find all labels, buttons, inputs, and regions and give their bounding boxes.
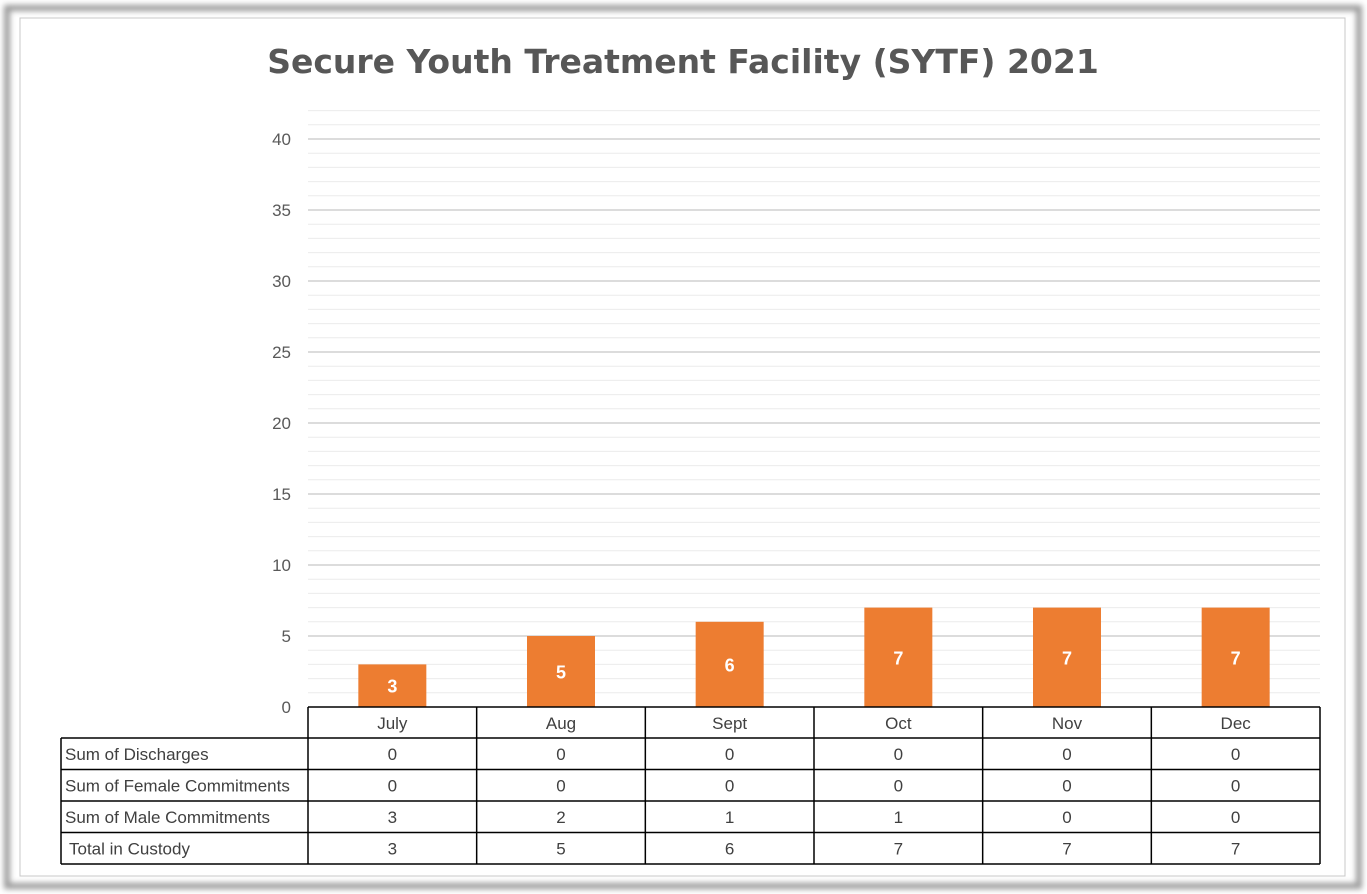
table-cell: 6 xyxy=(725,839,734,858)
bars: 3 5 6 7 7 7 xyxy=(358,607,1270,707)
table-cell: 2 xyxy=(556,808,565,827)
table-cell: 0 xyxy=(894,776,903,795)
y-tick-label: 20 xyxy=(272,414,291,433)
table-cell: 0 xyxy=(1231,808,1240,827)
table-cell: 0 xyxy=(725,776,734,795)
table-cell: 0 xyxy=(556,776,565,795)
bar-dec xyxy=(1201,607,1270,707)
y-tick-label: 25 xyxy=(272,343,291,362)
frame-shadow xyxy=(4,5,1362,889)
y-tick-label: 15 xyxy=(272,485,291,504)
table-cell: 7 xyxy=(1062,839,1071,858)
bar-sept xyxy=(695,621,764,707)
bar-aug xyxy=(527,636,595,707)
y-tick-label: 35 xyxy=(272,201,291,220)
table-cell: 3 xyxy=(388,808,397,827)
table-cell: 0 xyxy=(1062,745,1071,764)
category-label: Dec xyxy=(1221,714,1252,733)
y-tick-label: 0 xyxy=(282,698,291,717)
table-cell: 3 xyxy=(388,839,397,858)
bar-data-label: 5 xyxy=(556,663,566,683)
bar-data-label: 7 xyxy=(1062,648,1072,668)
table-cell: 0 xyxy=(1062,776,1071,795)
gridlines xyxy=(308,110,1320,694)
table-cell: 0 xyxy=(1231,776,1240,795)
table-cell: 0 xyxy=(388,745,397,764)
table-cell: 0 xyxy=(894,745,903,764)
data-table: July Aug Sept Oct Nov Dec Sum of Discharges 0 0 0… xyxy=(60,706,1321,865)
category-label: Oct xyxy=(885,714,912,733)
table-cell: 1 xyxy=(725,808,734,827)
y-tick-label: 5 xyxy=(282,627,291,646)
y-tick-label: 40 xyxy=(272,130,291,149)
table-cell: 0 xyxy=(556,745,565,764)
category-label: Aug xyxy=(546,714,576,733)
chart-title: Secure Youth Treatment Facility (SYTF) 2… xyxy=(267,42,1099,81)
y-tick-label: 10 xyxy=(272,556,291,575)
chart-area-border xyxy=(19,17,1346,877)
table-cell: 1 xyxy=(894,808,903,827)
y-axis-ticks: 0 5 10 15 20 25 30 35 40 xyxy=(272,130,291,717)
category-label: July xyxy=(377,714,408,733)
bar-data-label: 3 xyxy=(387,677,397,697)
table-row-label: Total in Custody xyxy=(69,839,190,858)
bar-nov xyxy=(1033,607,1101,707)
bar-data-label: 7 xyxy=(893,648,903,668)
table-cell: 5 xyxy=(556,839,565,858)
table-cell: 0 xyxy=(388,776,397,795)
category-label: Sept xyxy=(712,714,747,733)
bar-july xyxy=(358,664,427,707)
y-tick-label: 30 xyxy=(272,272,291,291)
table-cell: 7 xyxy=(1231,839,1240,858)
table-cell: 0 xyxy=(725,745,734,764)
table-row-label: Sum of Male Commitments xyxy=(65,808,270,827)
table-cell: 0 xyxy=(1062,808,1071,827)
table-cell: 0 xyxy=(1231,745,1240,764)
category-label: Nov xyxy=(1052,714,1083,733)
bar-oct xyxy=(864,607,933,707)
bar-data-label: 7 xyxy=(1231,648,1241,668)
table-row-label: Sum of Female Commitments xyxy=(65,776,290,795)
table-cell: 7 xyxy=(894,839,903,858)
bar-data-label: 6 xyxy=(725,655,735,675)
table-row-label: Sum of Discharges xyxy=(65,745,209,764)
